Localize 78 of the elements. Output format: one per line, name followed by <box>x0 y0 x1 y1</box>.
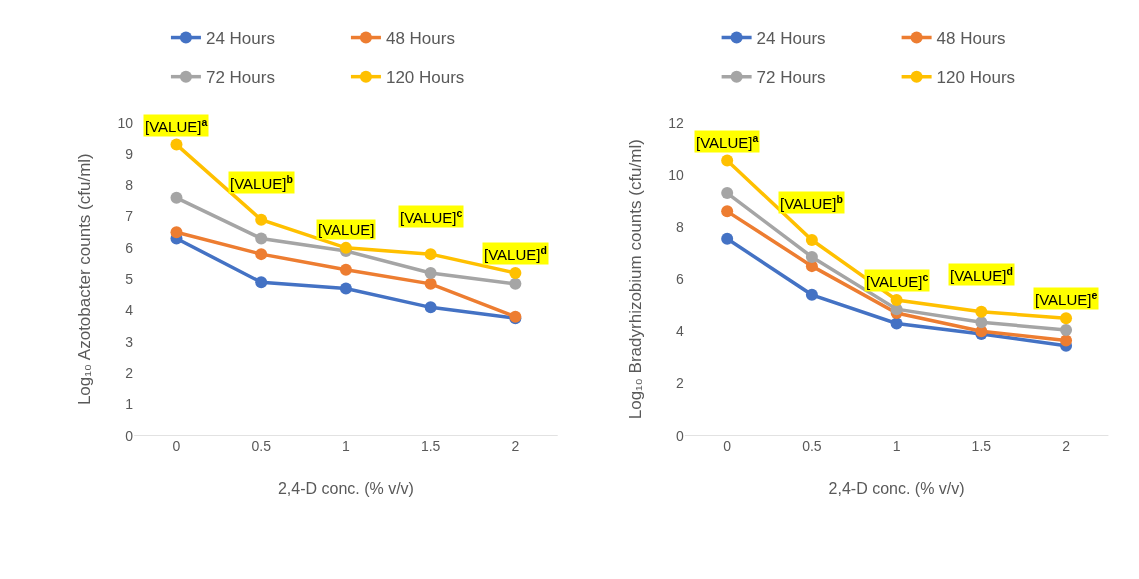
y-tick-label: 8 <box>676 218 685 235</box>
legend-label: 24 Hours <box>756 29 826 49</box>
point <box>424 248 437 261</box>
y-tick-label: 2 <box>125 364 134 381</box>
annotation: [VALUE]$^{a}$ <box>145 116 208 136</box>
x-tick-label: 0 <box>172 437 181 454</box>
point <box>170 191 183 204</box>
point <box>509 266 522 279</box>
y-axis-title: Log₁₀ Azotobacter counts (cfu/ml) <box>75 153 95 406</box>
point <box>721 154 734 167</box>
point <box>975 305 988 318</box>
point <box>255 232 268 245</box>
y-axis-title: Log₁₀ Bradyrhizobium counts (cfu/ml) <box>625 139 645 420</box>
point <box>805 288 818 301</box>
annotation: [VALUE]$^{d}$ <box>950 265 1013 285</box>
point <box>424 266 437 279</box>
point <box>975 316 988 329</box>
legend-label: 120 Hours <box>936 68 1016 88</box>
x-tick-label: 1.5 <box>971 437 992 454</box>
point <box>890 317 903 330</box>
point <box>255 248 268 261</box>
x-tick-label: 0 <box>723 437 732 454</box>
point <box>721 232 734 245</box>
annotation: [VALUE] <box>318 221 375 238</box>
annotation: [VALUE]$^{b}$ <box>230 173 293 193</box>
annotation: [VALUE]$^{c}$ <box>400 207 463 227</box>
y-tick-label: 9 <box>125 145 134 162</box>
legend-label: 72 Hours <box>756 68 826 88</box>
y-tick-label: 4 <box>125 302 134 319</box>
point <box>339 241 352 254</box>
y-tick-label: 12 <box>668 114 685 131</box>
legend-label: 48 Hours <box>385 29 455 49</box>
legend-label: 72 Hours <box>205 68 275 88</box>
point <box>339 263 352 276</box>
point <box>424 301 437 314</box>
point <box>805 234 818 247</box>
point <box>1060 312 1073 325</box>
y-tick-label: 5 <box>125 271 134 288</box>
x-tick-label: 1.5 <box>420 437 441 454</box>
y-tick-label: 6 <box>125 239 134 256</box>
point <box>339 282 352 295</box>
x-tick-label: 2 <box>511 437 520 454</box>
annotation: [VALUE]$^{b}$ <box>780 193 843 213</box>
point <box>509 277 522 290</box>
point <box>255 276 268 289</box>
y-tick-label: 1 <box>125 396 134 413</box>
point <box>424 277 437 290</box>
y-tick-label: 10 <box>117 114 134 131</box>
x-axis-title: 2,4-D conc. (% v/v) <box>828 479 965 497</box>
point <box>170 226 183 239</box>
x-tick-label: 0.5 <box>802 437 822 454</box>
y-tick-label: 10 <box>668 166 685 183</box>
y-tick-label: 6 <box>676 271 685 288</box>
x-tick-label: 2 <box>1062 437 1071 454</box>
x-tick-label: 0.5 <box>251 437 272 454</box>
annotation: [VALUE]$^{c}$ <box>866 271 929 291</box>
y-tick-label: 4 <box>676 323 685 340</box>
point <box>890 294 903 307</box>
point <box>721 205 734 218</box>
legend-label: 48 Hours <box>936 29 1006 49</box>
annotation: [VALUE]$^{a}$ <box>696 132 759 152</box>
point <box>1060 334 1073 347</box>
y-tick-label: 8 <box>125 177 134 194</box>
y-tick-label: 2 <box>676 375 685 392</box>
y-tick-label: 7 <box>125 208 134 225</box>
x-tick-label: 1 <box>342 437 351 454</box>
x-axis-title: 2,4-D conc. (% v/v) <box>277 479 414 497</box>
point <box>255 213 268 226</box>
legend-label: 24 Hours <box>205 29 275 49</box>
annotation: [VALUE]$^{e}$ <box>1035 289 1098 309</box>
point <box>721 187 734 200</box>
x-tick-label: 1 <box>892 437 901 454</box>
legend-label: 120 Hours <box>385 68 465 88</box>
y-tick-label: 3 <box>125 333 134 350</box>
point <box>170 138 183 151</box>
point <box>805 251 818 263</box>
annotation: [VALUE]$^{d}$ <box>484 244 547 264</box>
point <box>1060 324 1073 337</box>
